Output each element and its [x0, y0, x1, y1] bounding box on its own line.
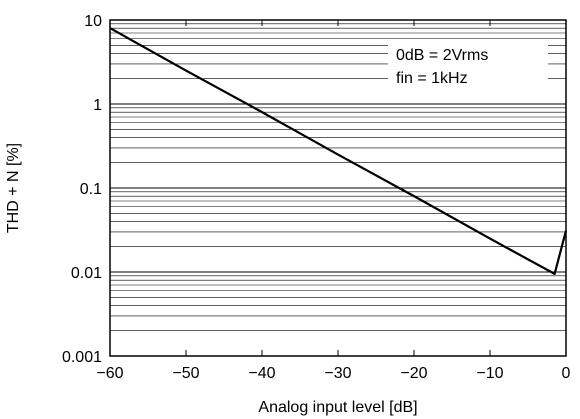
y-tick-label: 10	[84, 13, 102, 30]
y-tick-label: 1	[93, 97, 102, 114]
y-tick-label: 0.01	[71, 265, 102, 282]
annotation-reference-level: 0dB = 2Vrms	[396, 47, 488, 64]
x-axis-label: Analog input level [dB]	[258, 399, 417, 416]
x-tick-label: −40	[248, 365, 275, 382]
annotation-box: 0dB = 2Vrms fin = 1kHz	[388, 40, 548, 96]
x-tick-label: −20	[400, 365, 427, 382]
y-axis-label: THD + N [%]	[5, 143, 22, 233]
y-tick-label: 0.1	[80, 181, 102, 198]
annotation-background	[388, 40, 548, 96]
series-layer	[109, 27, 568, 275]
x-tick-label: 0	[562, 365, 571, 382]
y-tick-label: 0.001	[62, 349, 102, 366]
series-line	[109, 27, 568, 275]
x-tick-label: −60	[96, 365, 123, 382]
x-tick-label: −30	[324, 365, 351, 382]
x-tick-label: −10	[476, 365, 503, 382]
x-axis-ticks: −60 −50 −40 −30 −20 −10 0	[96, 20, 571, 382]
x-tick-label: −50	[172, 365, 199, 382]
y-axis-ticks: 0.001 0.01 0.1 1 10	[62, 13, 102, 366]
annotation-input-frequency: fin = 1kHz	[396, 70, 468, 87]
